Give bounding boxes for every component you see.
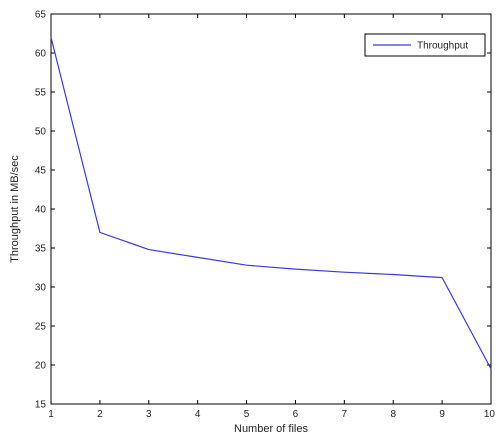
plot-area — [50, 13, 492, 405]
y-tick-label: 60 — [35, 49, 47, 60]
y-tick-label: 40 — [35, 205, 47, 216]
x-tick-label: 7 — [342, 409, 348, 420]
series-line-throughput — [50, 37, 492, 370]
y-axis-ticks: 15 20 25 30 35 40 45 50 55 60 65 — [35, 10, 491, 411]
y-tick-label: 15 — [35, 400, 47, 411]
x-axis-label: Number of files — [234, 423, 308, 435]
y-tick-label: 25 — [35, 322, 47, 333]
y-tick-label: 35 — [35, 244, 47, 255]
y-tick-label: 45 — [35, 166, 47, 177]
y-axis-label: Throughput in MB/sec — [9, 155, 21, 263]
x-tick-label: 10 — [484, 409, 496, 420]
x-tick-label: 5 — [244, 409, 250, 420]
y-tick-label: 50 — [35, 127, 47, 138]
legend-box — [364, 33, 486, 57]
series-layer — [50, 37, 492, 370]
x-axis-ticks: 1 2 3 4 5 6 7 8 9 10 — [48, 14, 495, 420]
x-tick-label: 9 — [439, 409, 445, 420]
y-tick-label: 20 — [35, 361, 47, 372]
legend: Throughput — [364, 33, 486, 57]
x-tick-label: 1 — [48, 409, 54, 420]
x-tick-label: 4 — [195, 409, 201, 420]
y-tick-label: 65 — [35, 10, 47, 21]
y-tick-label: 55 — [35, 88, 47, 99]
plot-frame — [50, 13, 492, 405]
x-tick-label: 6 — [293, 409, 299, 420]
x-tick-label: 8 — [390, 409, 396, 420]
x-tick-label: 2 — [97, 409, 103, 420]
y-tick-label: 30 — [35, 283, 47, 294]
legend-label-throughput: Throughput — [417, 41, 468, 52]
x-tick-label: 3 — [146, 409, 152, 420]
